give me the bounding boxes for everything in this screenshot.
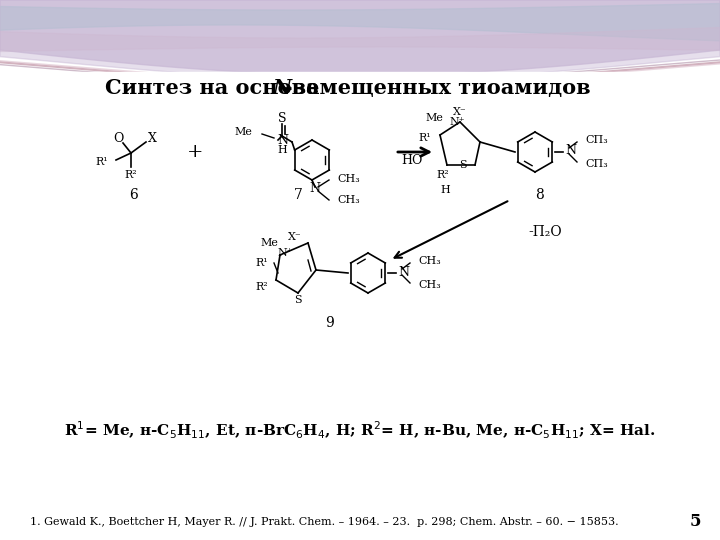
Text: H: H bbox=[277, 145, 287, 155]
Text: CH₃: CH₃ bbox=[418, 280, 441, 290]
Text: Синтез на основе: Синтез на основе bbox=[105, 78, 327, 98]
Text: СП₃: СП₃ bbox=[585, 159, 608, 169]
Text: Me: Me bbox=[425, 113, 443, 123]
Text: R²: R² bbox=[256, 282, 269, 292]
Text: S: S bbox=[459, 160, 467, 170]
Text: +: + bbox=[186, 143, 203, 161]
Text: R¹: R¹ bbox=[419, 133, 431, 143]
Text: N: N bbox=[565, 145, 576, 158]
Text: HO: HO bbox=[402, 153, 423, 166]
Text: СП₃: СП₃ bbox=[585, 135, 608, 145]
Text: -замещенных тиоамидов: -замещенных тиоамидов bbox=[284, 78, 590, 98]
Text: X⁻: X⁻ bbox=[288, 232, 302, 242]
Text: X: X bbox=[148, 132, 156, 145]
Text: O: O bbox=[113, 132, 123, 145]
Text: S: S bbox=[278, 111, 287, 125]
Text: S: S bbox=[294, 295, 302, 305]
Text: N: N bbox=[273, 78, 292, 98]
Text: H: H bbox=[440, 185, 450, 195]
Text: 9: 9 bbox=[325, 316, 334, 330]
Text: 1. Gewald K., Boettcher H, Mayer R. // J. Prakt. Chem. – 1964. – 23.  p. 298; Ch: 1. Gewald K., Boettcher H, Mayer R. // J… bbox=[30, 517, 618, 527]
Text: 5: 5 bbox=[689, 514, 701, 530]
Text: 6: 6 bbox=[129, 188, 138, 202]
Text: N: N bbox=[398, 266, 409, 279]
Text: -П₂О: -П₂О bbox=[528, 225, 562, 239]
Text: R¹: R¹ bbox=[256, 258, 269, 268]
Text: CH₃: CH₃ bbox=[418, 256, 441, 266]
Text: CH₃: CH₃ bbox=[337, 174, 360, 184]
Text: X⁻: X⁻ bbox=[453, 107, 467, 117]
Text: Me: Me bbox=[234, 127, 252, 137]
Text: CH₃: CH₃ bbox=[337, 195, 360, 205]
Text: R$^1$= Me, н-C$_5$H$_{11}$, Et, п-BrC$_6$H$_4$, H; R$^2$= H, н-Bu, Me, н-C$_5$H$: R$^1$= Me, н-C$_5$H$_{11}$, Et, п-BrC$_6… bbox=[64, 420, 656, 441]
Text: R¹: R¹ bbox=[95, 157, 108, 167]
Text: R²: R² bbox=[125, 170, 138, 180]
Text: 7: 7 bbox=[294, 188, 302, 202]
Text: N⁺: N⁺ bbox=[449, 117, 464, 127]
Text: N: N bbox=[310, 183, 320, 195]
Text: N⁺: N⁺ bbox=[277, 248, 293, 258]
Text: 8: 8 bbox=[536, 188, 544, 202]
Text: N: N bbox=[277, 133, 288, 146]
Text: R²: R² bbox=[436, 170, 449, 180]
Text: Me: Me bbox=[260, 238, 278, 248]
